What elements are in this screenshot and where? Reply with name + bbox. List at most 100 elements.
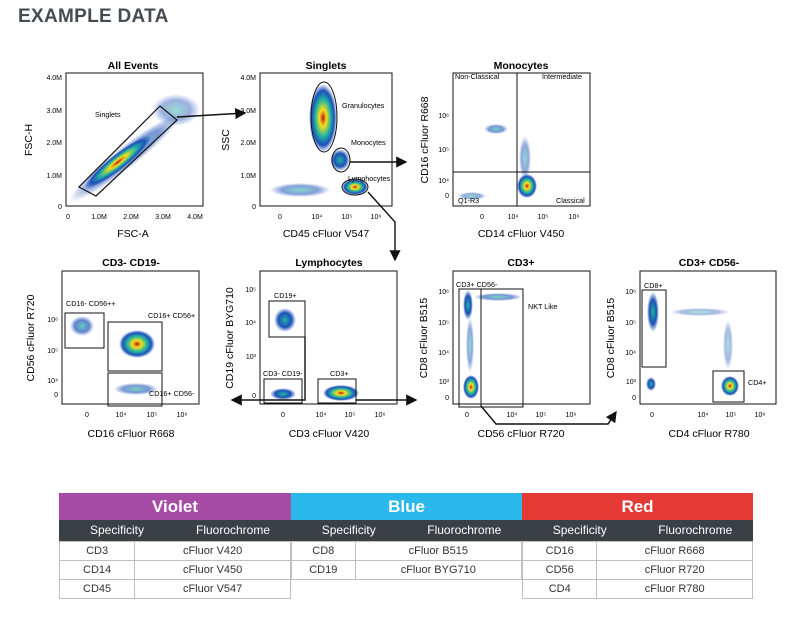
gate-rect [268, 300, 306, 338]
x-axis-label: CD14 cFluor V450 [478, 228, 565, 240]
gate-rect [107, 372, 163, 407]
scatter-density [458, 124, 537, 200]
tick-label: 10⁶ [371, 214, 382, 221]
tick-label: 3.0M [46, 108, 62, 115]
tick-label: 10⁴ [507, 412, 518, 419]
tick-label: 10⁶ [755, 412, 766, 419]
tick-label: 2.0M [46, 140, 62, 147]
tick-label: 10⁵ [625, 320, 636, 327]
table-violet: CD3 cFluor V420 CD14 cFluor V450 CD45 cFluo… [58, 541, 291, 599]
plot-cd3-pos-cd56-neg: CD3+ CD56- CD8+ CD4+ 0 10³ 10⁴ 10⁵ 10⁶ 0… [605, 257, 777, 440]
tick-label: 10³ [439, 379, 450, 386]
y-axis-label: CD8 cFluor B515 [605, 298, 617, 379]
tick-label: 10⁶ [569, 214, 580, 221]
arrow [230, 337, 306, 406]
tick-label: 0 [252, 393, 256, 400]
gate-rect [107, 321, 163, 372]
plot-title: Monocytes [494, 60, 549, 72]
table-cell: cFluor R780 [596, 579, 753, 599]
plot-cd3-pos: CD3+ CD3+ CD56- NKT Like 0 10³ 10⁴ 10⁵ 1… [418, 257, 591, 440]
tick-label: 10⁴ [438, 350, 449, 357]
tick-label: 10⁶ [438, 289, 449, 296]
plot-lymphocytes: Lymphocytes CD19+ CD3- CD19- CD3+ 0 10³ … [224, 257, 398, 440]
column-header: Specificity [552, 523, 607, 537]
x-ticks: 0 1.0M 2.0M 3.0M 4.0M [66, 214, 203, 221]
tick-label: 10⁴ [508, 214, 519, 221]
y-ticks: 0 1.0M 2.0M 3.0M 4.0M [240, 75, 256, 211]
table-blue: CD8 cFluor B515 CD19 cFluor BYG710 [291, 541, 523, 580]
table-cell: cFluor B515 [354, 541, 523, 561]
plot-title: CD3- CD19- [102, 257, 160, 269]
tick-label: 1.0M [46, 173, 62, 180]
table-cell: CD16 [521, 541, 598, 561]
table-cell: CD45 [58, 579, 136, 599]
tick-label: 4.0M [187, 214, 203, 221]
gate-label: CD4+ [748, 378, 767, 387]
scatter-density [70, 316, 158, 395]
tick-label: 0 [465, 412, 469, 419]
scatter-density [463, 290, 522, 399]
y-axis-label: SSC [220, 129, 232, 151]
gate-label: NKT Like [528, 302, 557, 311]
tick-label: 10⁵ [245, 287, 256, 294]
table-row: CD45 cFluor V547 [58, 579, 291, 599]
table-row: CD4 cFluor R780 [521, 579, 753, 599]
y-ticks: 0 10³ 10⁴ 10⁵ 10⁶ [438, 289, 449, 402]
tick-label: 10⁴ [245, 320, 256, 327]
tick-label: 10⁶ [375, 412, 386, 419]
gate-rect [64, 312, 105, 349]
x-axis-label: CD3 cFluor V420 [289, 428, 370, 440]
table-cell: cFluor V547 [134, 579, 291, 599]
tick-label: 10⁴ [698, 412, 709, 419]
tick-label: 4.0M [240, 75, 256, 82]
gate-label: CD3- CD19- [263, 369, 303, 378]
table-cell: CD19 [291, 560, 356, 580]
y-ticks: 0 10⁴ 10⁵ 10⁶ [47, 317, 58, 399]
tick-label: 10⁶ [625, 289, 636, 296]
gate-rect [641, 289, 667, 368]
tick-label: 10⁵ [47, 348, 58, 355]
gate-label: Singlets [95, 110, 121, 119]
y-axis-label: CD19 cFluor BYG710 [224, 287, 236, 389]
x-axis-label: CD4 cFluor R780 [668, 428, 749, 440]
arrow [367, 191, 401, 262]
plot-title: CD3+ [507, 257, 534, 269]
plot-title: All Events [108, 60, 159, 72]
gate-label: CD16+ CD56- [149, 389, 195, 398]
y-axis-label: CD56 cFluor R720 [25, 294, 37, 381]
scatter-density [69, 94, 200, 202]
tick-label: 0 [278, 214, 282, 221]
tick-label: 10⁶ [177, 412, 188, 419]
tick-label: 0 [445, 193, 449, 200]
tick-label: 0 [252, 204, 256, 211]
tick-label: 10⁴ [47, 378, 58, 385]
tick-label: 3.0M [155, 214, 171, 221]
tick-label: 10⁵ [345, 412, 356, 419]
y-ticks: 0 10³ 10⁴ 10⁵ [245, 287, 256, 400]
tick-label: 10⁵ [538, 214, 549, 221]
table-header: Specificity Fluorochrome [522, 520, 753, 541]
column-header: Specificity [89, 523, 145, 537]
x-ticks: 0 10⁴ 10⁵ 10⁶ [465, 412, 576, 419]
table-cell: CD14 [58, 560, 136, 580]
table-cell: CD3 [58, 541, 136, 561]
gate-label: Non-Classical [455, 72, 500, 81]
gating-arrows [176, 107, 617, 425]
column-header: Fluorochrome [195, 523, 271, 537]
x-axis-label: CD45 cFluor V547 [283, 228, 370, 240]
gate-label: Q1-R3 [458, 196, 479, 205]
gate-label: CD8+ [644, 281, 663, 290]
tick-label: 10⁵ [438, 147, 449, 154]
y-ticks: 0 10³ 10⁴ 10⁵ 10⁶ [625, 289, 636, 402]
table-cell: CD8 [291, 541, 356, 561]
plot-singlets: Singlets Granulocytes Monocytes Lymphocy… [220, 60, 393, 240]
table-cell: cFluor R668 [596, 541, 753, 561]
tick-label: 10⁶ [438, 113, 449, 120]
page-heading: EXAMPLE DATA [18, 6, 169, 27]
tick-label: 1.0M [91, 214, 107, 221]
arrow [480, 405, 617, 425]
x-ticks: 0 10⁴ 10⁵ 10⁶ [650, 412, 765, 419]
gate-label: CD16- CD56++ [66, 299, 116, 308]
tick-label: 0 [632, 395, 636, 402]
arrow [176, 107, 247, 120]
